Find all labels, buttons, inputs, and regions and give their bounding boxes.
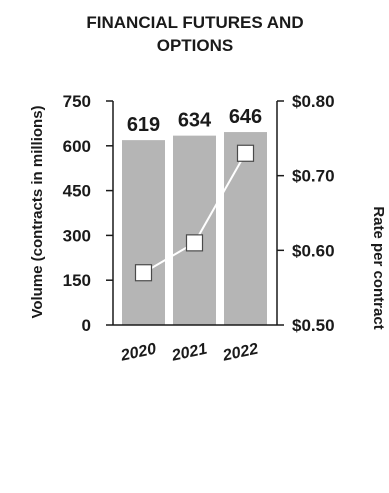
right-tick-label: $0.80 — [292, 92, 335, 111]
left-tick-label: 450 — [63, 182, 91, 201]
right-tick-label: $0.70 — [292, 167, 335, 186]
left-tick-label: 750 — [63, 92, 91, 111]
bar-2020 — [122, 140, 165, 325]
bar-2022 — [224, 132, 267, 325]
ticks-group: 0 150 300 450 600 750 $0.50 $0.60 $0.70 $0.80 — [63, 92, 335, 335]
bar-2021 — [173, 135, 216, 325]
rate-marker-2021 — [185, 234, 204, 252]
right-axis-label: Rate per contract — [370, 206, 387, 329]
axes-group — [112, 101, 278, 326]
category-label-2020: 2020 — [118, 341, 157, 365]
left-tick-label: 300 — [63, 226, 91, 245]
bar-value-label-2021: 634 — [178, 110, 212, 132]
category-label-2022: 2022 — [220, 341, 259, 365]
right-tick-label: $0.60 — [292, 241, 335, 260]
category-label-2021: 2021 — [169, 341, 208, 365]
chart-title-line-1: FINANCIAL FUTURES AND — [86, 13, 303, 32]
rate-line-group — [134, 144, 255, 282]
rate-marker-2020 — [134, 264, 153, 282]
rate-marker-2022 — [236, 144, 255, 162]
chart-title-line-2: OPTIONS — [157, 36, 234, 55]
bar-value-label-2022: 646 — [229, 106, 262, 128]
left-tick-label: 0 — [82, 316, 91, 335]
left-axis-label: Volume (contracts in millions) — [29, 105, 46, 318]
bar-value-label-2020: 619 — [127, 114, 160, 136]
left-tick-label: 150 — [63, 271, 91, 290]
bars-group: 619 634 646 — [122, 106, 267, 325]
categories-group: 2020 2021 2022 — [118, 341, 259, 365]
right-tick-label: $0.50 — [292, 316, 335, 335]
left-tick-label: 600 — [63, 137, 91, 156]
